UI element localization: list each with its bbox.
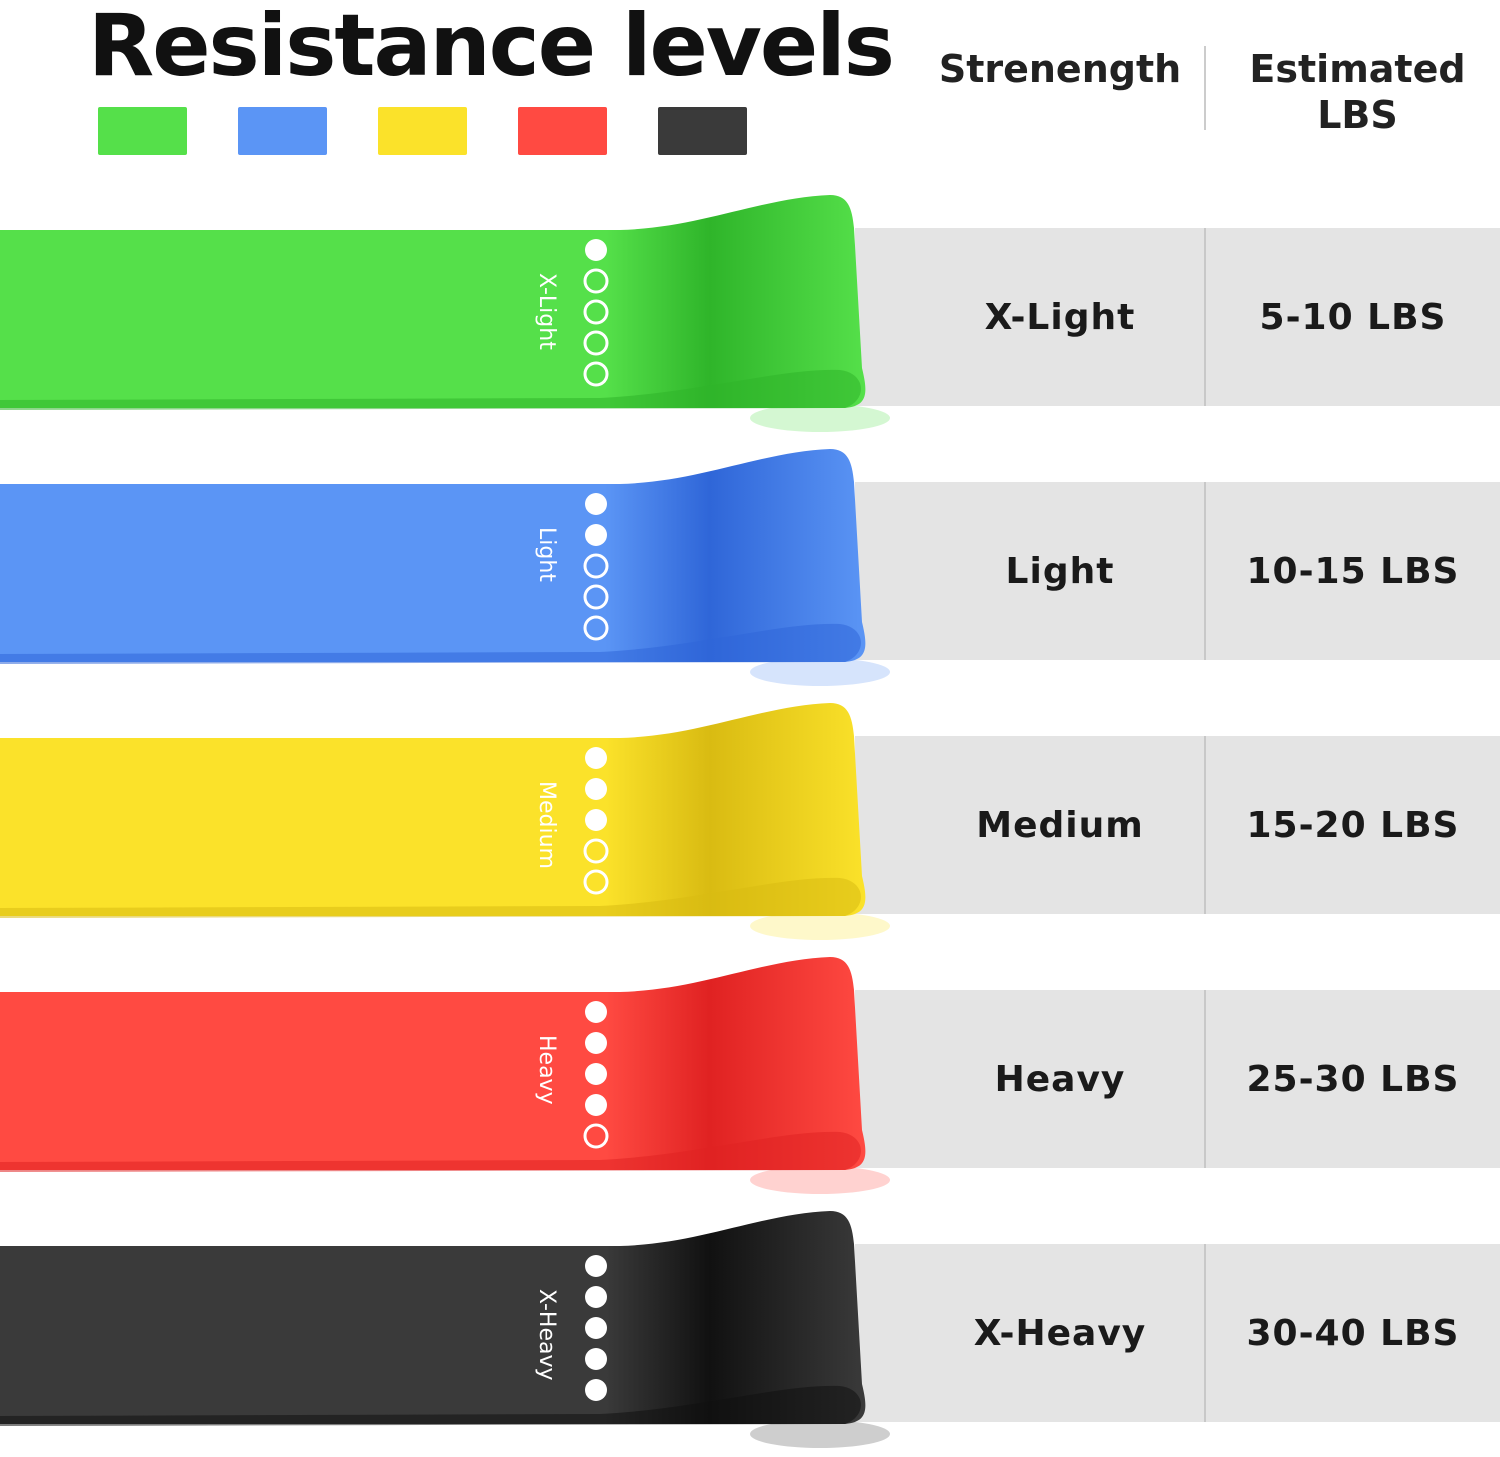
dot-empty [583, 268, 609, 294]
band-body [0, 703, 866, 916]
dot-empty [583, 584, 609, 610]
dot-filled [585, 1286, 607, 1308]
dot-filled [585, 524, 607, 546]
swatch-x-light [98, 107, 187, 155]
table-row: Medium 15-20 LBS [855, 736, 1500, 914]
band-fold [0, 369, 861, 410]
band-shadow [750, 1420, 890, 1448]
lbs-cell: 25-30 LBS [1246, 1058, 1460, 1100]
band-fold [0, 623, 861, 664]
band-heavy: Heavy [0, 957, 890, 1194]
dot-filled [585, 1094, 607, 1116]
column-divider [1204, 228, 1206, 406]
dot-filled [585, 1255, 607, 1277]
dot-empty [583, 361, 609, 387]
dot-filled [585, 778, 607, 800]
table-row: Heavy 25-30 LBS [855, 990, 1500, 1168]
dot-empty [583, 553, 609, 579]
table-row: X-Heavy 30-40 LBS [855, 1244, 1500, 1422]
band-fold [0, 1385, 861, 1426]
lbs-cell: 10-15 LBS [1246, 550, 1460, 592]
dot-empty [583, 838, 609, 864]
header-strength: Strenength [938, 47, 1182, 91]
swatch-x-heavy [658, 107, 747, 155]
column-divider [1204, 736, 1206, 914]
lbs-cell: 15-20 LBS [1246, 804, 1460, 846]
column-divider [1204, 1244, 1206, 1422]
dot-empty [583, 615, 609, 641]
band-x-heavy: X-Heavy [0, 1211, 890, 1448]
band-shadow [750, 658, 890, 686]
band-medium: Medium [0, 703, 890, 940]
dot-filled [585, 239, 607, 261]
dot-filled [585, 493, 607, 515]
band-fold [0, 877, 861, 918]
dot-filled [585, 1063, 607, 1085]
band-body [0, 1211, 866, 1424]
band-x-light: X-Light [0, 195, 890, 432]
strength-cell: Medium [976, 804, 1144, 846]
dot-filled [585, 1032, 607, 1054]
lbs-cell: 30-40 LBS [1246, 1312, 1460, 1354]
column-divider [1204, 990, 1206, 1168]
dot-filled [585, 1001, 607, 1023]
header-divider [1204, 46, 1206, 130]
dot-empty [583, 330, 609, 356]
table-row: X-Light 5-10 LBS [855, 228, 1500, 406]
dot-filled [585, 809, 607, 831]
column-divider [1204, 482, 1206, 660]
table-row: Light 10-15 LBS [855, 482, 1500, 660]
lbs-cell: 5-10 LBS [1259, 296, 1447, 338]
strength-cell: X-Light [984, 296, 1136, 338]
band-label: Medium [534, 781, 559, 869]
band-label: X-Light [534, 273, 559, 350]
band-body [0, 449, 866, 662]
band-shadow [750, 404, 890, 432]
band-label: Light [534, 527, 559, 582]
strength-cell: X-Heavy [973, 1312, 1147, 1354]
strength-cell: Light [1005, 550, 1115, 592]
band-light: Light [0, 449, 890, 686]
swatch-light [238, 107, 327, 155]
page-title: Resistance levels [88, 0, 895, 96]
dot-filled [585, 1379, 607, 1401]
band-label: X-Heavy [534, 1289, 559, 1381]
band-shadow [750, 912, 890, 940]
band-shadow [750, 1166, 890, 1194]
dot-empty [583, 869, 609, 895]
band-body [0, 195, 866, 408]
strength-cell: Heavy [994, 1058, 1126, 1100]
swatch-medium [378, 107, 467, 155]
band-body [0, 957, 866, 1170]
band-label: Heavy [534, 1035, 559, 1105]
dot-empty [583, 299, 609, 325]
dot-filled [585, 1317, 607, 1339]
band-fold [0, 1131, 861, 1172]
header-estimated-lbs: Estimated LBS [1249, 47, 1466, 137]
dot-filled [585, 1348, 607, 1370]
swatch-heavy [518, 107, 607, 155]
dot-filled [585, 747, 607, 769]
dot-empty [583, 1123, 609, 1149]
